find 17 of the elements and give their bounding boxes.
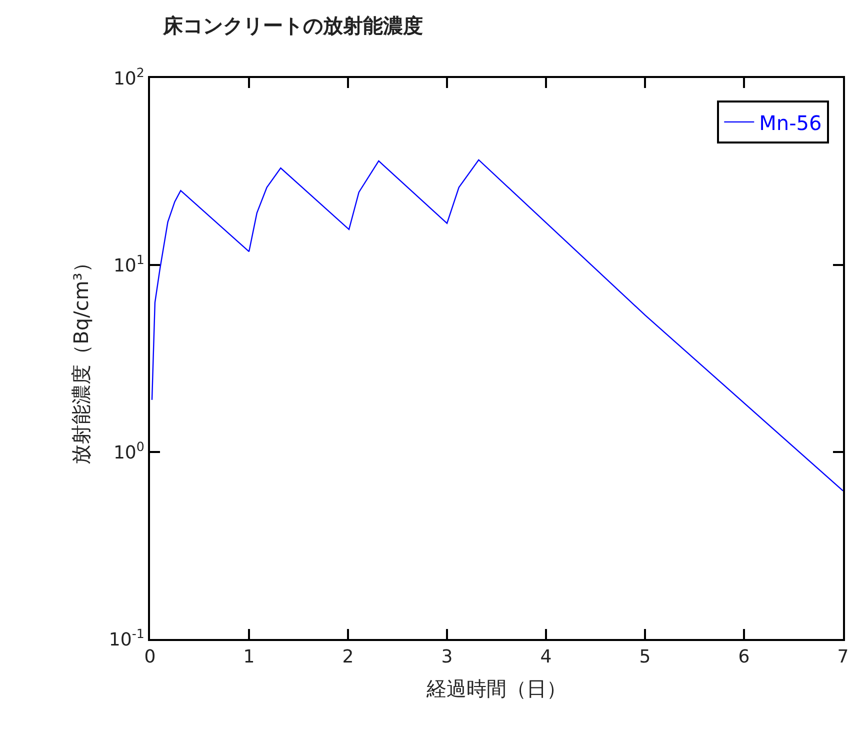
x-tick-label: 3 [441,646,453,668]
x-tick-label: 1 [243,646,255,668]
x-tick-label: 0 [144,646,156,668]
line-series [151,159,843,492]
x-tick-label: 6 [738,646,750,668]
y-tick-label: 10$^{0}$ [113,438,144,464]
x-axis-title: 経過時間（日） [426,676,566,701]
x-tick-label: 5 [639,646,651,668]
y-tick-label: 10$^{1}$ [113,252,144,276]
y-tick-label: 10$^{2}$ [113,64,144,90]
x-tick-label: 4 [540,646,552,668]
y-tick-label: 10$^{-1}$ [108,626,144,650]
x-tick-label: 7 [837,646,849,668]
legend-label: Mn-56 [759,110,822,135]
chart-title: 床コンクリートの放射能濃度 [162,13,424,38]
x-tick-label: 2 [342,646,354,668]
y-axis-title: 放射能濃度（Bq/cm³） [68,252,93,464]
